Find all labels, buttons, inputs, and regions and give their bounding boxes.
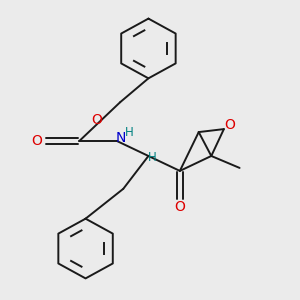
Text: O: O [174,200,185,214]
Text: H: H [124,126,133,139]
Text: H: H [148,151,157,164]
Text: O: O [225,118,236,132]
Text: O: O [32,134,42,148]
Text: N: N [116,131,126,145]
Text: O: O [91,113,102,127]
